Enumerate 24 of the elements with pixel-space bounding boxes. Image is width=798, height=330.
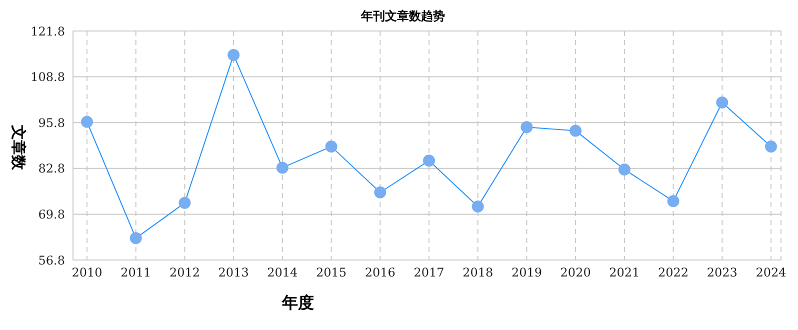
x-tick-label: 2019 xyxy=(511,266,542,280)
x-tick-label: 2011 xyxy=(120,266,152,280)
chart-title: 年刊文章数趋势 xyxy=(360,8,446,25)
x-tick-label: 2020 xyxy=(560,266,591,280)
x-axis-title: 年度 xyxy=(280,293,315,314)
x-tick-label: 2016 xyxy=(364,266,396,280)
x-tick-label: 2010 xyxy=(72,266,102,280)
y-tick-label: 121.8 xyxy=(30,24,65,38)
y-tick-label: 82.8 xyxy=(38,162,65,176)
x-tick-label: 2022 xyxy=(658,266,689,280)
x-tick-label: 2017 xyxy=(414,266,444,280)
x-tick-label: 2013 xyxy=(218,266,249,280)
x-tick-label: 2018 xyxy=(462,266,494,280)
y-tick-label: 69.8 xyxy=(38,207,65,222)
x-tick-label: 2015 xyxy=(316,266,347,280)
y-tick-label: 56.8 xyxy=(38,253,65,268)
x-tick-label: 2012 xyxy=(169,266,200,280)
x-tick-label: 2014 xyxy=(267,266,298,280)
x-tick-label: 2021 xyxy=(609,266,640,280)
y-tick-label: 108.8 xyxy=(30,70,65,84)
x-tick-label: 2024 xyxy=(756,266,787,280)
y-axis-title: 文章数 xyxy=(8,124,28,172)
x-tick-label: 2023 xyxy=(706,266,738,280)
y-tick-label: 95.8 xyxy=(38,116,65,130)
